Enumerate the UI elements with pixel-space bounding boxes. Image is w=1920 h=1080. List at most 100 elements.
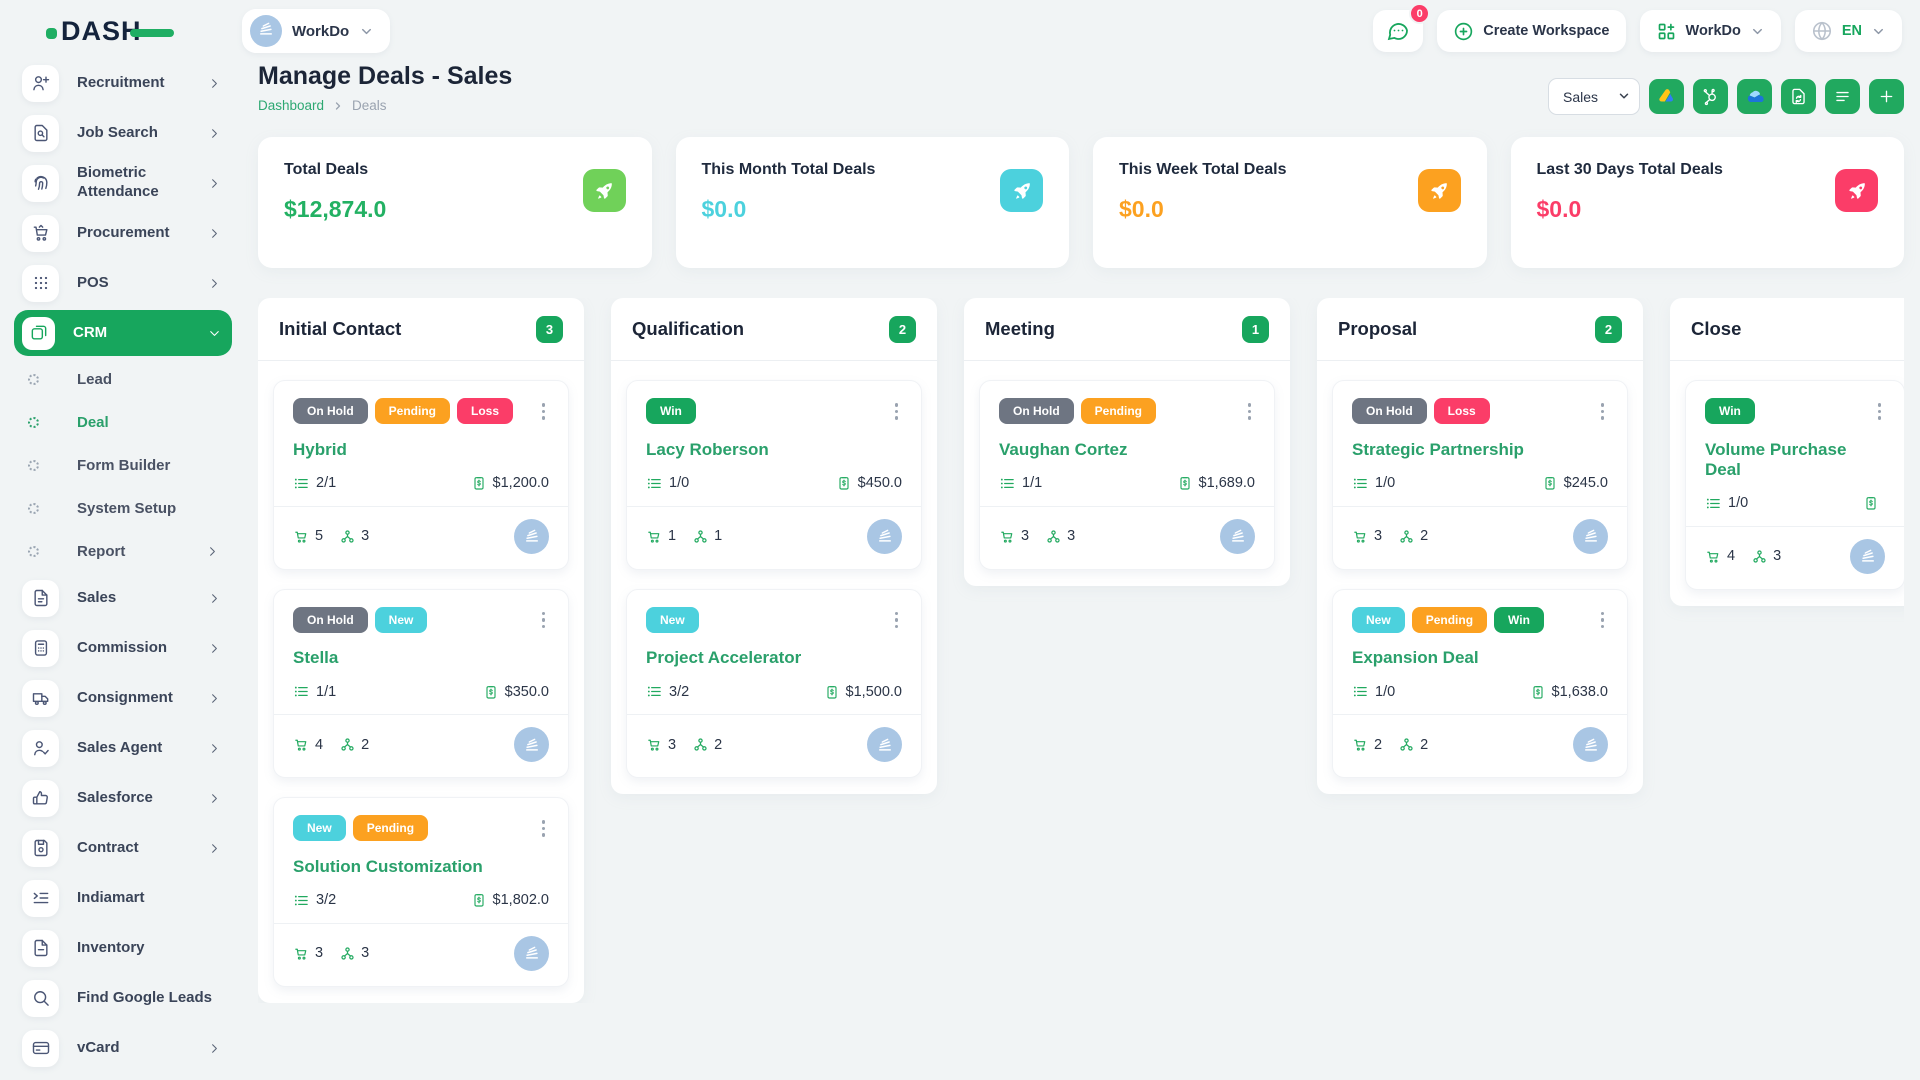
create-workspace-button[interactable]: Create Workspace — [1437, 10, 1626, 52]
deal-badges-row: On Hold New — [293, 606, 550, 634]
deal-title-link[interactable]: Vaughan Cortez — [999, 439, 1128, 459]
sidebar-item-sales-agent[interactable]: Sales Agent — [14, 723, 232, 773]
deal-title-link[interactable]: Project Accelerator — [646, 648, 802, 667]
deal-card[interactable]: New Pending Win Expansion Deal 1/0 $1,638.0 2 2 — [1332, 588, 1628, 778]
document-sync-button[interactable] — [1781, 79, 1816, 114]
sidebar-item-salesforce[interactable]: Salesforce — [14, 773, 232, 823]
sidebar-subitem-report[interactable]: Report — [14, 530, 232, 573]
deal-title-link[interactable]: Hybrid — [293, 439, 347, 459]
sidebar-item-find-google-leads[interactable]: Find Google Leads — [14, 973, 232, 1023]
sidebar-item-commission[interactable]: Commission — [14, 623, 232, 673]
stat-value: $0.0 — [1119, 196, 1164, 222]
sidebar-item-recruitment[interactable]: Recruitment — [14, 58, 232, 108]
stat-value: $0.0 — [701, 196, 747, 222]
app-logo[interactable]: DASH — [46, 16, 174, 47]
deal-card[interactable]: On Hold Pending Loss Hybrid 2/1 $1,200.0 5 3 — [273, 380, 569, 570]
deal-avatar[interactable] — [1850, 538, 1885, 574]
sidebar-subitem-lead[interactable]: Lead — [14, 358, 232, 401]
sidebar-item-label: Consignment — [77, 688, 173, 706]
sidebar-item-job-search[interactable]: Job Search — [14, 108, 232, 158]
card-menu-button[interactable] — [891, 398, 903, 425]
workspace-name: WorkDo — [292, 22, 350, 40]
breadcrumb-dashboard-link[interactable]: Dashboard — [258, 98, 325, 113]
users-tree-icon — [692, 528, 709, 545]
deal-title-link[interactable]: Stella — [293, 648, 339, 667]
chevron-right-icon — [207, 641, 222, 656]
deal-title-link[interactable]: Lacy Roberson — [646, 439, 769, 459]
deal-card[interactable]: Win Volume Purchase Deal 1/0 4 3 — [1685, 380, 1904, 590]
money-clipboard-icon — [483, 684, 499, 700]
sidebar-item-indiamart[interactable]: Indiamart — [14, 873, 232, 923]
deal-title-link[interactable]: Strategic Partnership — [1352, 439, 1524, 459]
deal-avatar[interactable] — [514, 727, 549, 762]
deal-card[interactable]: New Pending Solution Customization 3/2 $1,80… — [273, 797, 569, 987]
deal-products-count: 4 — [315, 736, 324, 753]
products-cart-icon — [999, 528, 1016, 545]
deal-tasks: 1/0 — [1705, 495, 1748, 512]
building-icon — [1229, 527, 1247, 545]
deal-avatar[interactable] — [1220, 518, 1255, 554]
deal-users-count: 2 — [361, 736, 370, 753]
sidebar-item-vcard[interactable]: vCard — [14, 1023, 232, 1073]
card-menu-button[interactable] — [1244, 398, 1256, 425]
sidebar-item-pos[interactable]: POS — [14, 258, 232, 308]
workspace-switcher[interactable]: WorkDo — [242, 9, 391, 53]
deal-avatar[interactable] — [1573, 518, 1608, 554]
deal-amount — [1863, 495, 1885, 511]
bullet-icon — [28, 503, 39, 514]
cards-icon — [22, 316, 55, 350]
sidebar-item-label: Biometric Attendance — [77, 164, 159, 200]
sidebar-item-contract[interactable]: Contract — [14, 823, 232, 873]
card-menu-button[interactable] — [1597, 607, 1609, 634]
pipeline-select[interactable]: Sales — [1548, 78, 1640, 115]
deal-users: 2 — [1398, 528, 1428, 545]
sidebar-item-biometric-attendance[interactable]: Biometric Attendance — [14, 158, 232, 208]
card-menu-button[interactable] — [891, 607, 903, 634]
deal-title-link[interactable]: Volume Purchase Deal — [1705, 439, 1847, 479]
sidebar-item-procurement[interactable]: Procurement — [14, 208, 232, 258]
deal-meta-row: 1/1 $1,689.0 — [999, 475, 1255, 492]
deal-card[interactable]: On Hold Loss Strategic Partnership 1/0 $245.… — [1332, 380, 1628, 570]
deal-card[interactable]: Win Lacy Roberson 1/0 $450.0 1 1 — [626, 380, 922, 570]
list-button[interactable] — [1825, 79, 1860, 114]
google-adsense-button[interactable] — [1649, 79, 1684, 114]
sidebar-item-inventory[interactable]: Inventory — [14, 923, 232, 973]
deal-avatar[interactable] — [867, 518, 902, 554]
hubspot-button[interactable] — [1693, 79, 1728, 114]
deal-avatar[interactable] — [1573, 727, 1608, 762]
sidebar-item-label: Sales — [77, 588, 117, 606]
rocket-icon — [1417, 169, 1461, 212]
deal-avatar[interactable] — [514, 518, 549, 554]
deal-avatar[interactable] — [514, 935, 549, 971]
deal-card[interactable]: On Hold Pending Vaughan Cortez 1/1 $1,689.0 3… — [979, 380, 1275, 570]
language-selector[interactable]: EN — [1794, 10, 1902, 52]
plus-button[interactable] — [1869, 79, 1904, 114]
sidebar-subitem-form-builder[interactable]: Form Builder — [14, 444, 232, 487]
messages-button[interactable]: 0 — [1373, 3, 1431, 52]
deal-card[interactable]: New Project Accelerator 3/2 $1,500.0 3 2 — [626, 588, 922, 778]
card-menu-button[interactable] — [538, 398, 550, 425]
sidebar-subitem-deal[interactable]: Deal — [14, 401, 232, 444]
deal-badges: On Hold Loss — [1352, 398, 1490, 424]
sidebar-item-sales[interactable]: Sales — [14, 573, 232, 623]
sidebar-item-label: Salesforce — [77, 788, 153, 806]
stat-card: Last 30 Days Total Deals $0.0 — [1510, 137, 1904, 268]
deal-title-link[interactable]: Expansion Deal — [1352, 648, 1479, 667]
thumbs-up-icon — [22, 779, 59, 817]
account-menu-button[interactable]: WorkDo — [1639, 10, 1781, 52]
card-menu-button[interactable] — [538, 815, 550, 842]
sidebar-subitem-system-setup[interactable]: System Setup — [14, 487, 232, 530]
card-menu-button[interactable] — [1597, 398, 1609, 425]
deal-title-link[interactable]: Solution Customization — [293, 856, 483, 876]
card-menu-button[interactable] — [538, 607, 550, 634]
onedrive-button[interactable] — [1737, 79, 1772, 114]
users-tree-icon — [1398, 736, 1415, 753]
sidebar-item-consignment[interactable]: Consignment — [14, 673, 232, 723]
deal-avatar[interactable] — [867, 727, 902, 762]
deal-card[interactable]: On Hold New Stella 1/1 $350.0 4 2 — [273, 588, 569, 778]
card-divider — [980, 505, 1274, 507]
card-menu-button[interactable] — [1874, 398, 1886, 425]
deal-amount-value: $350.0 — [504, 683, 549, 700]
sidebar-item-crm[interactable]: CRM — [14, 310, 232, 356]
